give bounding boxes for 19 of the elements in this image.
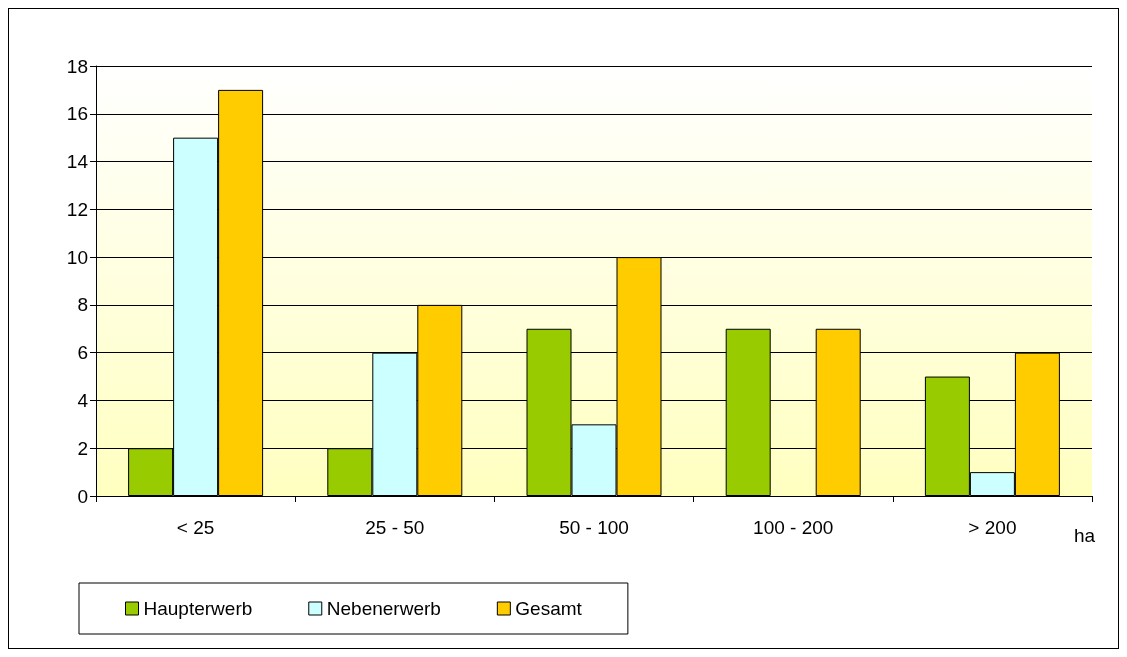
y-tick-label: 12 bbox=[66, 198, 88, 220]
x-tick-label: > 200 bbox=[968, 517, 1017, 538]
x-tick-label: 100 - 200 bbox=[753, 517, 834, 538]
y-tick-label: 2 bbox=[77, 437, 88, 459]
x-tick-label: 25 - 50 bbox=[365, 517, 425, 538]
legend-label: Haupterwerb bbox=[143, 598, 253, 619]
x-tick-label: < 25 bbox=[176, 517, 215, 538]
y-tick-label: 10 bbox=[66, 246, 88, 268]
y-tick-label: 4 bbox=[77, 389, 89, 411]
x-tick-label: 50 - 100 bbox=[559, 517, 629, 538]
y-tick-label: 16 bbox=[66, 103, 88, 125]
y-tick-label: 8 bbox=[77, 294, 88, 316]
x-axis-title: ha bbox=[1074, 525, 1096, 546]
legend-label: Nebenerwerb bbox=[326, 598, 441, 619]
y-tick-label: 6 bbox=[77, 342, 88, 364]
legend-label: Gesamt bbox=[515, 598, 583, 619]
y-tick-label: 14 bbox=[66, 151, 89, 173]
y-tick-label: 18 bbox=[66, 55, 88, 77]
y-tick-label: 0 bbox=[77, 485, 88, 507]
